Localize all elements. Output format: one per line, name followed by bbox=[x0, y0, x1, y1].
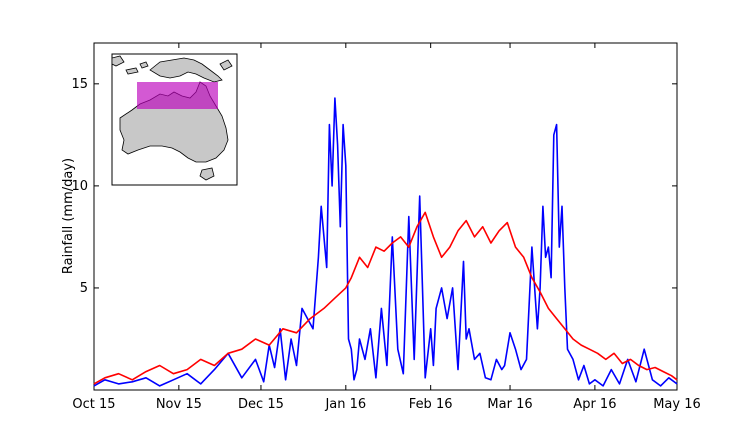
y-tick-label: 10 bbox=[71, 179, 88, 194]
y-axis-ticks: 5 10 15 bbox=[71, 77, 677, 296]
island-shape bbox=[139, 61, 149, 69]
new-guinea-shape bbox=[149, 57, 223, 83]
x-tick-label: Oct 15 bbox=[72, 397, 115, 412]
averaging-region bbox=[137, 82, 218, 109]
x-axis-ticks: Oct 15 Nov 15 Dec 15 Jan 16 Feb 16 Mar 16 Apr … bbox=[72, 43, 701, 412]
island-shape bbox=[112, 55, 125, 67]
island-shape bbox=[219, 59, 233, 71]
island-shape bbox=[125, 67, 139, 75]
x-tick-label: Mar 16 bbox=[487, 397, 532, 412]
x-tick-label: Nov 15 bbox=[156, 397, 202, 412]
x-tick-label: Apr 16 bbox=[573, 397, 616, 412]
inset-map bbox=[111, 53, 238, 186]
x-tick-label: Feb 16 bbox=[409, 397, 453, 412]
y-axis-title: Rainfall (mm/day) bbox=[61, 158, 76, 274]
tasmania-shape bbox=[199, 167, 215, 181]
series-line-2 bbox=[93, 211, 678, 385]
x-tick-label: May 16 bbox=[653, 397, 701, 412]
y-tick-label: 5 bbox=[80, 281, 88, 296]
series-layer bbox=[93, 97, 678, 387]
x-tick-label: Jan 16 bbox=[324, 397, 366, 412]
x-tick-label: Dec 15 bbox=[238, 397, 284, 412]
y-tick-label: 15 bbox=[71, 77, 88, 92]
series-line-1 bbox=[93, 97, 678, 387]
